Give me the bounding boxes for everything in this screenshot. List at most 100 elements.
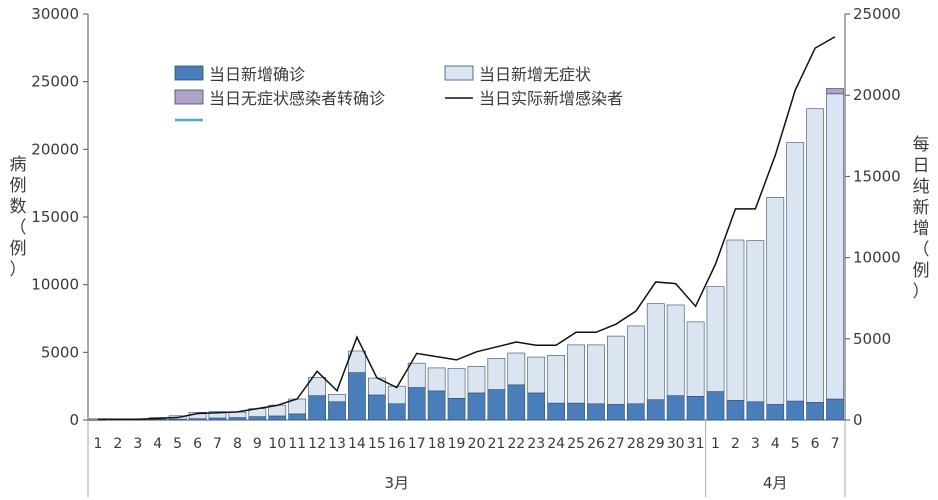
month-label: 4月 xyxy=(763,474,788,492)
x-tick-label: 8 xyxy=(233,436,242,452)
left-tick-label: 5000 xyxy=(41,343,79,361)
bar-segment xyxy=(666,304,685,396)
bar-segment xyxy=(806,402,824,421)
legend-label: 当日新增确诊 xyxy=(209,65,305,84)
bar-segment xyxy=(726,400,745,421)
x-tick-label: 23 xyxy=(527,436,545,452)
bar-segment xyxy=(746,401,765,421)
bar-segment xyxy=(467,365,486,394)
x-tick-label: 13 xyxy=(328,436,346,452)
x-tick-label: 1 xyxy=(93,436,102,452)
x-tick-label: 4 xyxy=(771,436,780,452)
bar-segment xyxy=(248,416,267,421)
x-tick-label: 10 xyxy=(268,436,286,452)
bar-segment xyxy=(686,321,705,397)
bar-segment xyxy=(228,417,247,421)
bar-segment xyxy=(766,197,785,405)
bar-segment xyxy=(348,372,366,421)
bar-segment xyxy=(447,368,466,399)
x-tick-label: 12 xyxy=(308,436,326,452)
bar-segment xyxy=(427,367,446,392)
bar-segment xyxy=(328,393,346,403)
bar-segment xyxy=(726,239,745,401)
x-tick-label: 30 xyxy=(667,436,685,452)
bar-segment xyxy=(547,355,566,404)
left-axis-title: 病例数（例） xyxy=(10,155,27,280)
bar-segment xyxy=(766,404,785,421)
legend-label: 当日新增无症状 xyxy=(479,65,591,84)
bar-segment xyxy=(646,399,665,421)
bar-segment xyxy=(567,402,585,421)
left-tick-label: 25000 xyxy=(31,73,79,91)
bar-segment xyxy=(228,411,247,418)
bar-segment xyxy=(268,415,287,421)
x-tick-label: 21 xyxy=(487,436,505,452)
x-tick-label: 27 xyxy=(607,436,625,452)
bar-segment xyxy=(527,392,546,421)
bar-segment xyxy=(387,385,406,405)
bar-segment xyxy=(367,394,386,421)
x-tick-label: 14 xyxy=(348,436,366,452)
left-tick-label: 15000 xyxy=(31,208,79,226)
x-tick-label: 7 xyxy=(831,436,840,452)
x-tick-label: 3 xyxy=(751,436,760,452)
x-tick-label: 2 xyxy=(731,436,740,452)
x-tick-label: 1 xyxy=(711,436,720,452)
bar-segment xyxy=(308,377,326,396)
bar-segment xyxy=(706,391,725,421)
x-tick-label: 7 xyxy=(213,436,222,452)
x-tick-label: 3 xyxy=(133,436,142,452)
right-tick-label: 20000 xyxy=(853,86,901,104)
bar-segment xyxy=(567,344,585,404)
bar-segment xyxy=(746,240,765,403)
bar-segment xyxy=(487,357,506,390)
x-tick-label: 20 xyxy=(468,436,486,452)
legend-label: 当日实际新增感染者 xyxy=(479,89,623,108)
x-tick-label: 9 xyxy=(253,436,262,452)
left-tick-label: 30000 xyxy=(31,5,79,23)
bar-segment xyxy=(288,413,307,421)
bar-segment xyxy=(607,404,625,421)
right-tick-label: 5000 xyxy=(853,330,891,348)
x-tick-label: 17 xyxy=(408,436,426,452)
bar-segment xyxy=(826,93,844,400)
bar-segment xyxy=(387,403,406,421)
bar-segment xyxy=(447,398,466,421)
bar-segment xyxy=(826,398,844,421)
legend-swatch xyxy=(174,65,204,81)
bar-segment xyxy=(407,387,426,421)
bar-segment xyxy=(706,286,725,392)
x-tick-label: 11 xyxy=(288,436,306,452)
bar-segment xyxy=(607,335,625,405)
right-tick-label: 10000 xyxy=(853,249,901,267)
legend-swatch xyxy=(174,89,204,105)
bar-segment xyxy=(587,403,605,421)
x-tick-label: 25 xyxy=(567,436,585,452)
legend-label: 当日无症状感染者转确诊 xyxy=(209,89,385,108)
right-axis-title: 每日纯新增（例） xyxy=(913,135,930,302)
bar-segment xyxy=(208,411,227,419)
bar-segment xyxy=(308,395,326,421)
left-tick-label: 20000 xyxy=(31,140,79,158)
x-tick-label: 19 xyxy=(448,436,466,452)
bar-segment xyxy=(786,400,805,421)
right-tick-label: 25000 xyxy=(853,5,901,23)
right-tick-label: 15000 xyxy=(853,167,901,185)
bar-segment xyxy=(786,142,805,402)
bar-segment xyxy=(328,401,346,421)
bar-segment xyxy=(427,390,446,421)
bar-segment xyxy=(826,88,844,95)
x-tick-label: 24 xyxy=(547,436,565,452)
x-tick-label: 22 xyxy=(507,436,525,452)
left-tick-label: 0 xyxy=(69,411,79,429)
bar-segment xyxy=(527,356,546,394)
x-tick-label: 15 xyxy=(368,436,386,452)
x-tick-label: 29 xyxy=(647,436,665,452)
bar-segment xyxy=(487,389,506,421)
left-tick-label: 10000 xyxy=(31,276,79,294)
x-tick-label: 18 xyxy=(428,436,446,452)
bar-segment xyxy=(407,362,426,388)
bar-segment xyxy=(547,402,566,421)
x-tick-label: 2 xyxy=(113,436,122,452)
x-tick-label: 5 xyxy=(791,436,800,452)
